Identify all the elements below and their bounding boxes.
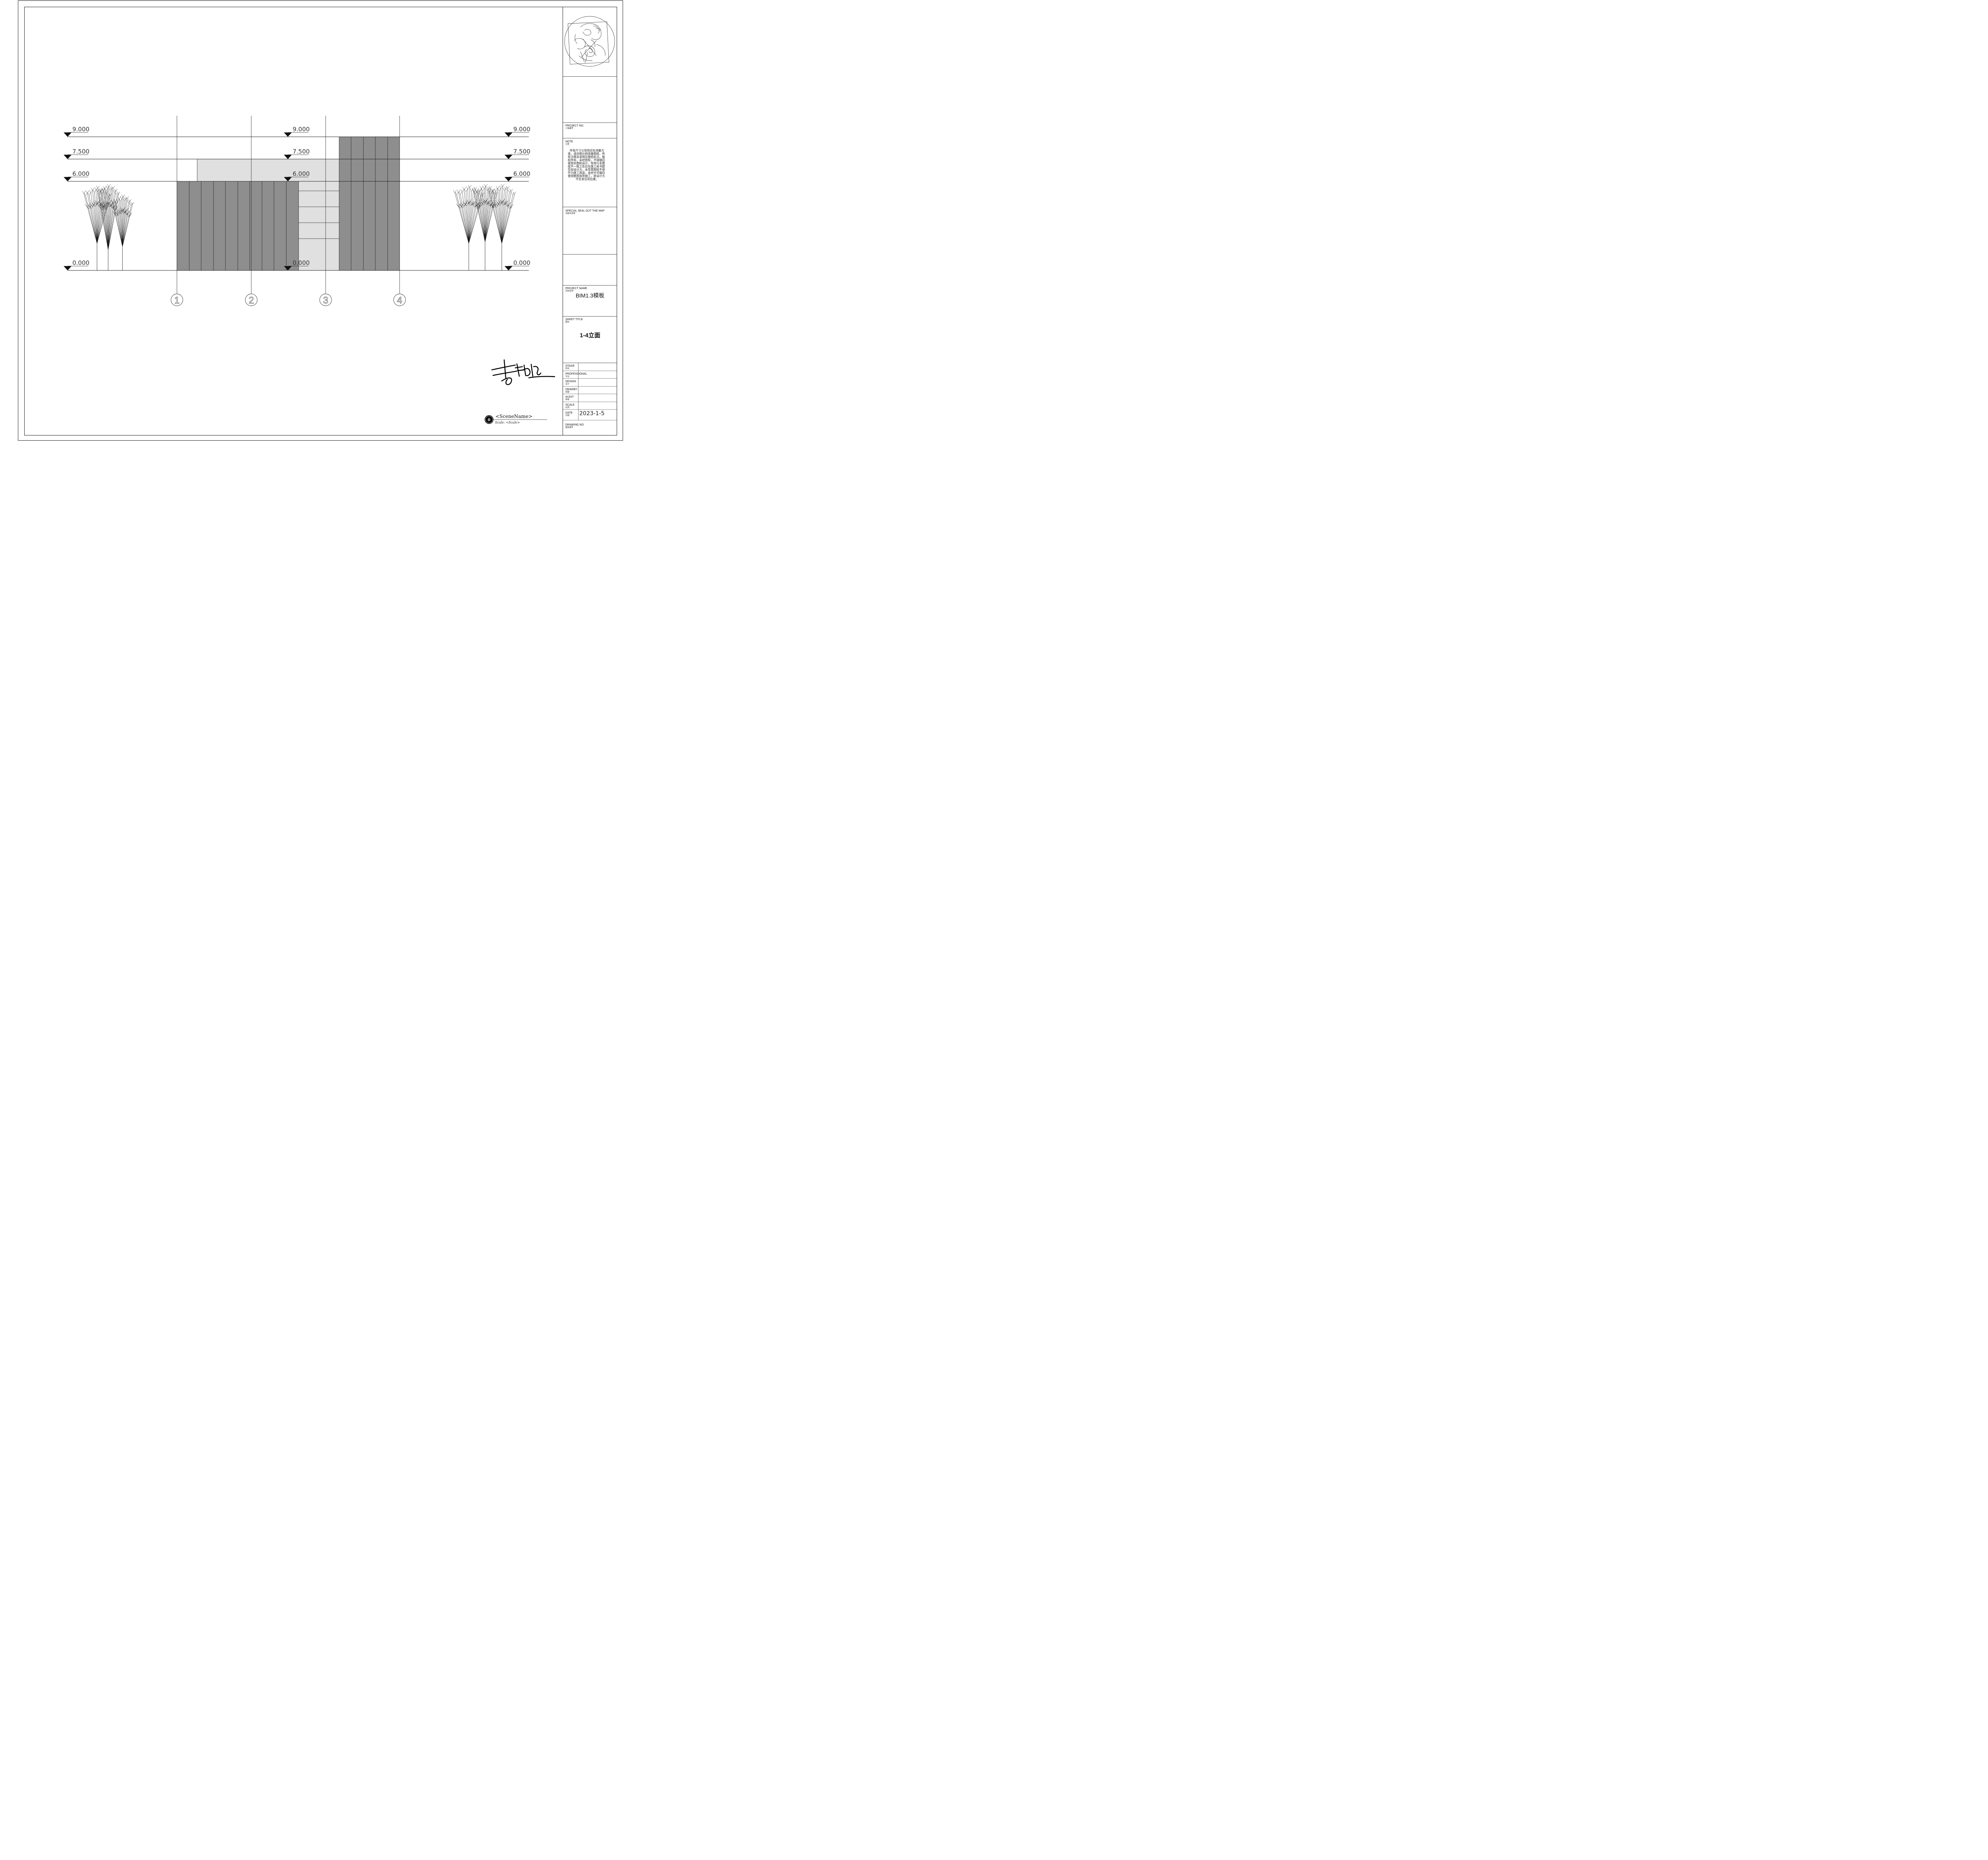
- grid-label-4: 4: [397, 295, 402, 306]
- level-label: 9.000: [513, 126, 530, 133]
- light-volume-lower: [298, 181, 339, 270]
- level-marker-right-6000: 6.000: [505, 170, 530, 181]
- level-marker-left-7500: 7.500: [64, 148, 89, 159]
- note-label-cn: 注意: [565, 143, 569, 146]
- sheet-title-label-cn: 图名: [565, 321, 569, 323]
- audit-label: AUDIT: [565, 396, 574, 398]
- stage-label-cn: 阶段: [565, 367, 569, 370]
- seal-label-cn: 出图专用章: [565, 212, 575, 215]
- grid-label-2: 2: [248, 295, 254, 306]
- level-label: 7.500: [293, 148, 310, 155]
- scene-marker-label: 0: [488, 418, 491, 422]
- level-marker-right-9000: 9.000: [505, 126, 530, 137]
- project-name-value: BIM1.3模板: [576, 292, 604, 299]
- level-marker-left-0000: 0.000: [64, 259, 89, 270]
- level-marker-mid-0000: 0.000: [284, 259, 310, 270]
- project-no-label: PROJECT NO.: [565, 124, 584, 127]
- note-line: 有注释及说明见图纸标注。版: [568, 155, 605, 159]
- scale-label: SCALE: [565, 404, 575, 406]
- note-label: NOTE: [565, 140, 573, 143]
- project-name-label-cn: 项目名称: [565, 290, 573, 292]
- level-marker-right-7500: 7.500: [505, 148, 530, 159]
- stage-label: STAGE: [565, 365, 575, 367]
- sheet-title-value: 1-4立面: [580, 332, 600, 339]
- drawby-label-cn: 绘图: [565, 391, 569, 393]
- project-name-label: PROJECT NAME: [565, 287, 587, 290]
- note-line: 准，请勿按比例测量图纸，所: [568, 152, 605, 155]
- info-rows: STAGE 阶段 PROFESSIONAL 专业 DESIGN 设计 DRAWB…: [565, 365, 605, 417]
- drawing-no-label: DRAWING NO.: [565, 424, 584, 426]
- design-label: DESIGN: [565, 380, 576, 383]
- level-label: 9.000: [293, 126, 310, 133]
- level-marker-mid-7500: 7.500: [284, 148, 310, 159]
- grid-label-3: 3: [323, 295, 328, 306]
- scene-marker-icon: [485, 415, 493, 424]
- level-label: 7.500: [72, 148, 89, 155]
- level-marker-left-6000: 6.000: [64, 170, 89, 181]
- level-label: 6.000: [72, 170, 89, 177]
- drawing-no-label-cn: 图纸编号: [565, 426, 573, 429]
- level-marker-right-0000: 0.000: [505, 259, 530, 270]
- grid-bubble-4: 4: [393, 293, 406, 306]
- light-volume-upper: [197, 159, 339, 181]
- sheet-title-label: SHEET TITLE: [565, 318, 583, 321]
- company-logo: [564, 16, 615, 67]
- grid-bubble-1: 1: [171, 293, 183, 306]
- dark-volume-right: [339, 136, 400, 271]
- note-line: 不负责任何后果。: [576, 177, 599, 181]
- date-value: 2023-1-5: [579, 410, 605, 417]
- seal-label: SPECIAL SEAL OUT THE MAP: [565, 210, 605, 212]
- title-block: PROJECT NO. 工程编号 NOTE 注意 所有尺寸以现场实际测量为 准，…: [563, 7, 617, 435]
- note-line: 使用图纸指导施工，原设计方: [568, 174, 605, 178]
- scene-scale: Scale: <Scale>: [495, 421, 520, 424]
- level-label: 6.000: [513, 170, 530, 177]
- entourage-trees: [82, 184, 516, 270]
- note-text: 所有尺寸以现场实际测量为 准，请勿按比例测量图纸，所 有注释及说明见图纸标注。版…: [568, 149, 605, 181]
- grid-bubble-2: 2: [245, 293, 258, 306]
- elevation-sheet: 1 2 3 4 9.000 7.500 6.000: [18, 0, 623, 441]
- design-label-cn: 设计: [565, 383, 569, 385]
- date-label: DATE: [565, 412, 573, 414]
- drawby-label: DRAWBY: [565, 388, 578, 391]
- level-label: 0.000: [513, 259, 530, 266]
- note-line: 告知设计方。未签章图纸不得: [568, 168, 605, 171]
- grid-label-1: 1: [174, 295, 179, 306]
- date-label-cn: 日期: [565, 414, 569, 417]
- level-label: 7.500: [513, 148, 530, 155]
- level-label: 9.000: [72, 126, 89, 133]
- level-marker-left-9000: 9.000: [64, 126, 89, 137]
- level-label: 0.000: [72, 259, 89, 266]
- note-line: 权所有，未经授权，不得擅自: [568, 158, 605, 162]
- scene-name: <SceneName>: [495, 414, 532, 419]
- level-label: 6.000: [293, 170, 310, 177]
- note-line: 作为施工用途，未经许可擅自: [568, 171, 605, 175]
- grid-bubble-3: 3: [319, 293, 332, 306]
- project-no-label-cn: 工程编号: [565, 127, 573, 130]
- note-line: 使用本图和设计。现场与本图: [568, 161, 605, 165]
- scale-label-cn: 比例: [565, 406, 569, 409]
- inner-frame: [24, 7, 617, 435]
- professional-label-cn: 专业: [565, 375, 569, 378]
- elevation-drawing: 1 2 3 4 9.000 7.500 6.000: [64, 116, 530, 306]
- level-label: 0.000: [293, 259, 310, 266]
- outer-frame: [18, 0, 623, 441]
- professional-label: PROFESSIONAL: [565, 373, 587, 375]
- note-line: 纸不一致之处应在施工前书面: [568, 165, 605, 168]
- level-marker-mid-6000: 6.000: [284, 170, 310, 181]
- note-line: 所有尺寸以现场实际测量为: [570, 149, 604, 152]
- level-marker-mid-9000: 9.000: [284, 126, 310, 137]
- scene-tag: 0 <SceneName> Scale: <Scale>: [485, 414, 547, 424]
- signature: [491, 359, 555, 385]
- audit-label-cn: 审核: [565, 398, 569, 401]
